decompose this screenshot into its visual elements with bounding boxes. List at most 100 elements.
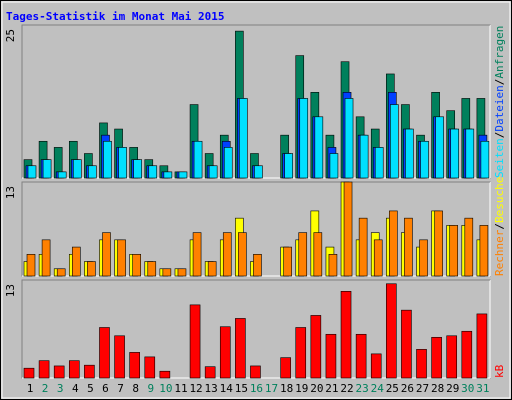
- bar: [404, 217, 413, 277]
- bar: [284, 153, 293, 179]
- bar: [419, 239, 428, 277]
- bar: [193, 140, 203, 179]
- bar: [53, 365, 65, 379]
- bar: [238, 232, 247, 277]
- x-tick-label: 13: [205, 382, 218, 395]
- y-tick-label: 13: [4, 186, 17, 199]
- bar: [358, 217, 368, 277]
- bar: [56, 268, 66, 277]
- x-tick-label: 12: [189, 382, 202, 395]
- x-tick-label: 10: [159, 382, 172, 395]
- bar: [129, 352, 140, 379]
- bar: [435, 116, 444, 179]
- bar: [344, 98, 354, 179]
- bar: [446, 335, 458, 379]
- legend-entry: kB: [493, 364, 506, 378]
- bar: [103, 140, 112, 179]
- x-tick-label: 2: [42, 382, 49, 395]
- bar: [298, 232, 308, 277]
- bar: [434, 210, 443, 277]
- bar: [450, 128, 460, 179]
- bar: [405, 128, 414, 179]
- bar: [325, 333, 337, 379]
- x-tick-label: 4: [72, 382, 79, 395]
- bar: [178, 171, 188, 179]
- bar: [370, 353, 382, 379]
- legend-separator: /: [493, 132, 506, 139]
- bar: [479, 225, 489, 277]
- x-tick-label: 17: [265, 382, 278, 395]
- bar: [192, 232, 202, 277]
- x-tick-label: 15: [235, 382, 248, 395]
- bar: [207, 261, 217, 277]
- bar: [84, 364, 95, 379]
- bar: [313, 232, 323, 277]
- bar: [328, 254, 338, 277]
- x-tick-label: 26: [401, 382, 414, 395]
- bar: [26, 254, 36, 277]
- bar: [250, 365, 261, 379]
- bar: [219, 326, 231, 379]
- bar: [295, 327, 307, 379]
- bar: [374, 147, 384, 179]
- legend: Seiten/Dateien/Anfragen: [493, 26, 506, 178]
- bar: [114, 335, 125, 379]
- x-tick-label: 14: [220, 382, 234, 395]
- x-tick-label: 24: [371, 382, 385, 395]
- bar: [87, 261, 96, 277]
- bar: [431, 336, 442, 379]
- bar: [208, 165, 218, 179]
- x-tick-label: 19: [295, 382, 308, 395]
- bar: [355, 333, 367, 379]
- bar: [373, 239, 383, 277]
- bar: [283, 246, 292, 277]
- bar: [222, 232, 232, 277]
- bar: [177, 268, 187, 277]
- legend-separator: /: [493, 223, 506, 230]
- bar: [476, 313, 488, 379]
- x-tick-label: 18: [280, 382, 293, 395]
- bar: [72, 159, 82, 179]
- x-tick-label: 7: [117, 382, 124, 395]
- x-tick-label: 27: [416, 382, 429, 395]
- x-tick-label: 9: [147, 382, 154, 395]
- bar: [239, 98, 248, 179]
- bar: [57, 171, 67, 179]
- x-tick-label: 6: [102, 382, 109, 395]
- x-tick-label: 30: [461, 382, 474, 395]
- bar: [386, 283, 397, 379]
- bar: [401, 309, 412, 379]
- bar: [118, 147, 127, 179]
- bar: [117, 239, 126, 277]
- bar: [38, 360, 50, 379]
- bar: [329, 153, 339, 179]
- x-tick-label: 3: [57, 382, 64, 395]
- bar: [254, 165, 263, 179]
- x-tick-label: 8: [132, 382, 139, 395]
- chart-title: Tages-Statistik im Monat Mai 2015: [6, 10, 225, 23]
- bar: [27, 165, 37, 179]
- bar: [223, 147, 233, 179]
- bar: [102, 232, 111, 277]
- bar: [189, 304, 201, 379]
- x-tick-label: 20: [310, 382, 323, 395]
- bar: [68, 360, 80, 379]
- y-tick-label: 13: [4, 284, 17, 297]
- y-tick-label: 25: [4, 29, 17, 42]
- bar: [310, 315, 322, 379]
- bar: [71, 246, 81, 277]
- x-tick-label: 1: [27, 382, 34, 395]
- legend-entry: Besuche: [493, 177, 506, 223]
- legend-entry: Dateien: [493, 85, 506, 131]
- bar: [133, 159, 142, 179]
- bar: [132, 254, 141, 277]
- bar: [465, 128, 475, 179]
- bar: [162, 268, 172, 277]
- bar: [253, 254, 262, 277]
- x-tick-label: 28: [431, 382, 444, 395]
- bar: [159, 370, 171, 379]
- legend-entry: Seiten: [493, 138, 506, 178]
- x-tick-label: 22: [340, 382, 353, 395]
- legend: Rechner/Besuche: [493, 177, 506, 276]
